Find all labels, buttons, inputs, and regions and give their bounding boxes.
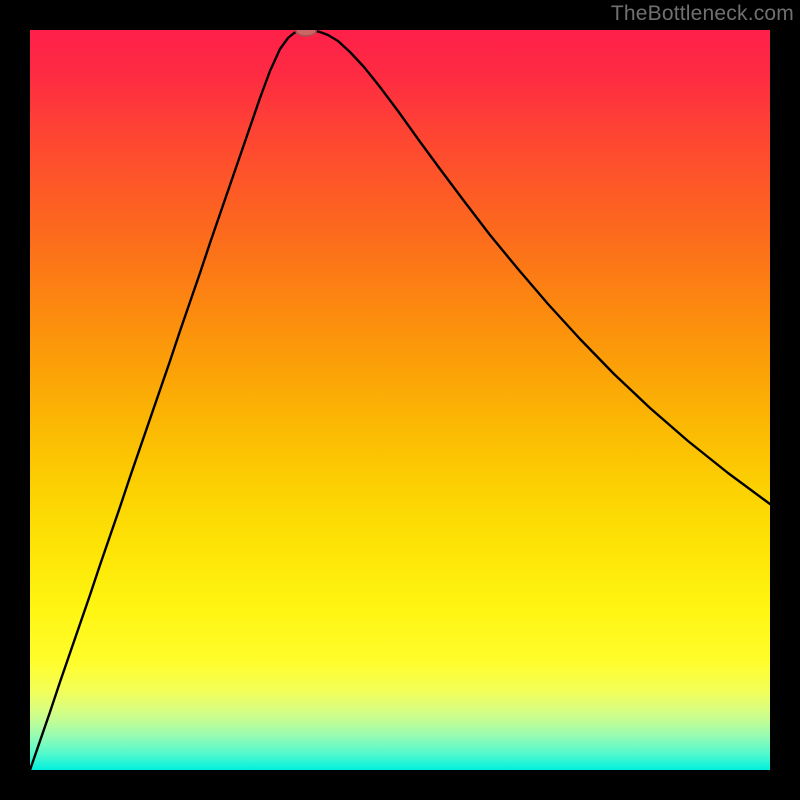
chart-svg <box>30 30 770 770</box>
plot-area <box>30 30 770 770</box>
optimal-point-marker <box>296 30 316 36</box>
gradient-background <box>30 30 770 770</box>
watermark-text: TheBottleneck.com <box>611 2 794 26</box>
chart-container: TheBottleneck.com <box>0 0 800 800</box>
